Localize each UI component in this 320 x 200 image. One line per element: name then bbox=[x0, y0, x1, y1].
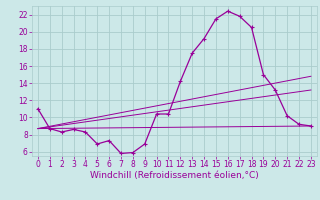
X-axis label: Windchill (Refroidissement éolien,°C): Windchill (Refroidissement éolien,°C) bbox=[90, 171, 259, 180]
